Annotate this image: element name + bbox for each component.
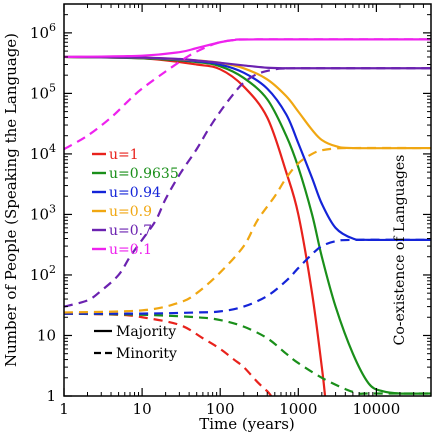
x-tick-label: 1000 (279, 400, 317, 418)
x-axis-label: Time (years) (199, 415, 295, 433)
legend-label: u=0.7 (109, 223, 152, 239)
y-tick-label: 105 (30, 81, 56, 102)
y-axis-label: Number of People (Speaking the Language) (2, 33, 20, 367)
minority-line-u-0-94 (64, 238, 431, 315)
color-legend: u=1 u=0.9635 u=0.94 u=0.9 u=0.7 u=0.1 (92, 147, 179, 258)
legend-label: u=0.9 (109, 204, 152, 220)
line-style-legend: Majority Minority (94, 324, 177, 362)
y-tick-label: 104 (30, 142, 56, 163)
minority-line-u-0-1 (64, 38, 431, 151)
legend-label: u=1 (109, 147, 139, 163)
y-tick-label: 1 (46, 387, 56, 405)
y-tick-label: 106 (30, 21, 56, 42)
majority-line-u-1 (64, 55, 327, 396)
axis-layer: 1 10 100 1000 10000 1 10 102 103 104 105 106 (30, 3, 432, 418)
x-tick-label: 1 (59, 400, 69, 418)
y-tick-label: 103 (30, 202, 56, 223)
style-legend-label: Majority (116, 324, 176, 340)
series-layer (64, 38, 431, 396)
minority-line-u-1 (64, 312, 273, 396)
y-tick-label: 102 (30, 263, 56, 284)
legend-label: u=0.94 (109, 185, 161, 201)
coexistence-annotation: Co-existence of Languages (392, 155, 408, 346)
x-tick-label: 10000 (353, 400, 401, 418)
minority-line-u-0-7 (64, 67, 431, 308)
y-tick-label: 10 (37, 326, 56, 344)
majority-line-u-0-9 (64, 55, 431, 150)
majority-line-u-0-1 (64, 38, 431, 59)
x-tick-label: 100 (206, 400, 235, 418)
minority-line-u-0-9 (64, 146, 431, 314)
legend-label: u=0.9635 (109, 166, 179, 182)
x-tick-label: 10 (133, 400, 152, 418)
style-legend-label: Minority (116, 346, 177, 362)
legend-label: u=0.1 (109, 242, 152, 258)
plot-frame (63, 3, 432, 397)
